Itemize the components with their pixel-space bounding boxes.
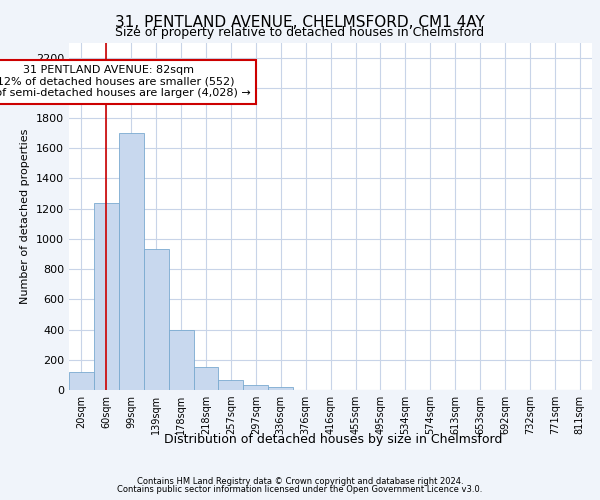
Bar — [69, 372, 94, 390]
Bar — [268, 387, 293, 390]
Y-axis label: Number of detached properties: Number of detached properties — [20, 128, 31, 304]
Text: 31, PENTLAND AVENUE, CHELMSFORD, CM1 4AY: 31, PENTLAND AVENUE, CHELMSFORD, CM1 4AY — [115, 15, 485, 30]
Bar — [144, 250, 169, 390]
Text: 31 PENTLAND AVENUE: 82sqm
← 12% of detached houses are smaller (552)
87% of semi: 31 PENTLAND AVENUE: 82sqm ← 12% of detac… — [0, 65, 251, 98]
Text: Contains HM Land Registry data © Crown copyright and database right 2024.: Contains HM Land Registry data © Crown c… — [137, 477, 463, 486]
Bar — [119, 133, 144, 390]
Text: Contains public sector information licensed under the Open Government Licence v3: Contains public sector information licen… — [118, 485, 482, 494]
Bar — [94, 202, 119, 390]
Bar — [218, 380, 244, 390]
Bar — [169, 330, 194, 390]
Text: Distribution of detached houses by size in Chelmsford: Distribution of detached houses by size … — [164, 432, 502, 446]
Text: Size of property relative to detached houses in Chelmsford: Size of property relative to detached ho… — [115, 26, 485, 39]
Bar — [194, 368, 218, 390]
Bar — [244, 384, 268, 390]
